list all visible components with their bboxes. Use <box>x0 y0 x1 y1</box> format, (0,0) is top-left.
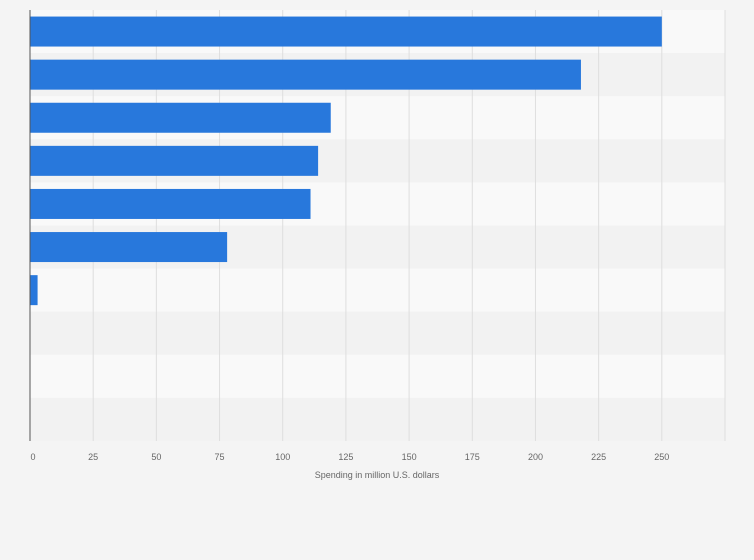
row-band <box>30 268 725 312</box>
x-tick-label: 150 <box>402 452 417 462</box>
bar[interactable] <box>30 102 331 133</box>
x-tick-label: 25 <box>88 452 98 462</box>
bars <box>30 16 662 306</box>
x-tick-label: 50 <box>151 452 161 462</box>
x-tick-label: 0 <box>30 452 35 462</box>
x-tick-label: 125 <box>338 452 353 462</box>
bar[interactable] <box>30 145 319 176</box>
x-tick-labels: 0 25 50 75 100 125 150 175 200 225 250 <box>30 452 669 462</box>
bar[interactable] <box>30 16 662 47</box>
row-band <box>30 311 725 355</box>
x-axis-title: Spending in million U.S. dollars <box>315 470 440 480</box>
x-tick-label: 250 <box>654 452 669 462</box>
row-band <box>30 354 725 398</box>
bar[interactable] <box>30 232 228 263</box>
bar[interactable] <box>30 275 38 306</box>
x-tick-label: 200 <box>528 452 543 462</box>
x-tick-label: 225 <box>591 452 606 462</box>
row-band <box>30 397 725 441</box>
bar[interactable] <box>30 188 311 219</box>
x-tick-label: 100 <box>275 452 290 462</box>
x-tick-label: 75 <box>215 452 225 462</box>
bar[interactable] <box>30 59 581 90</box>
x-tick-label: 175 <box>465 452 480 462</box>
